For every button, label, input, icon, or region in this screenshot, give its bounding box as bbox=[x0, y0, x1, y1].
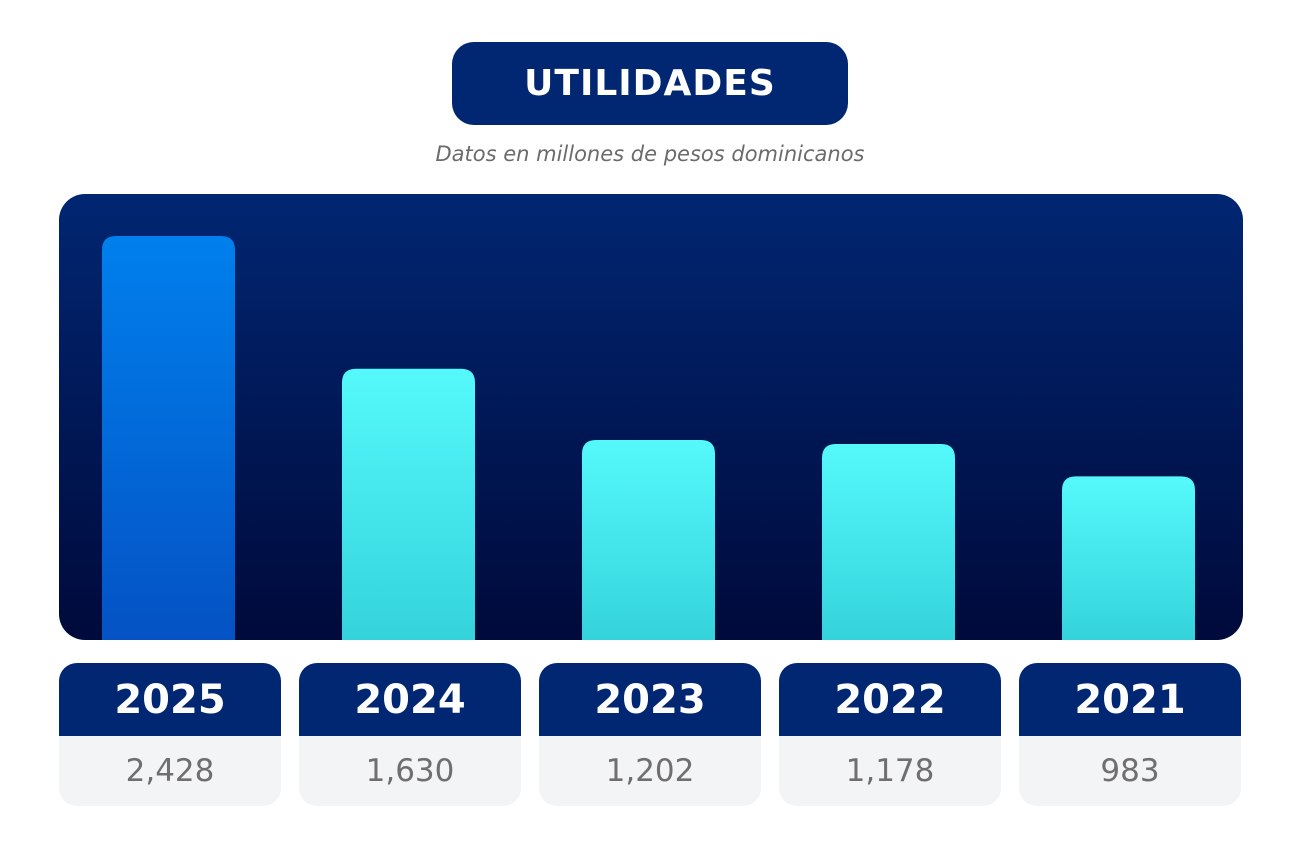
tick-label-2021: 2021 bbox=[1019, 663, 1241, 736]
tick-label-2023: 2023 bbox=[539, 663, 761, 736]
year-card-2022: 2022 1,178 bbox=[779, 663, 1001, 806]
tick-label-2022: 2022 bbox=[779, 663, 1001, 736]
data-label-2024: 1,630 bbox=[365, 753, 455, 789]
bar-2024 bbox=[342, 368, 475, 640]
year-card-2021: 2021 983 bbox=[1019, 663, 1241, 806]
data-label-2025: 2,428 bbox=[125, 753, 215, 789]
chart-title: UTILIDADES bbox=[452, 42, 848, 125]
chart-subtitle: Datos en millones de pesos dominicanos bbox=[435, 142, 865, 166]
bar-2021 bbox=[1062, 476, 1195, 640]
year-card-2024: 2024 1,630 bbox=[299, 663, 521, 806]
data-label-2022: 1,178 bbox=[845, 753, 935, 789]
tick-label-2025: 2025 bbox=[59, 663, 281, 736]
chart-panel bbox=[59, 194, 1243, 640]
bar-chart bbox=[102, 236, 1195, 640]
data-label-2023: 1,202 bbox=[605, 753, 695, 789]
tick-label-2024: 2024 bbox=[299, 663, 521, 736]
year-card-2025: 2025 2,428 bbox=[59, 663, 281, 806]
data-label-2021: 983 bbox=[1100, 753, 1160, 789]
bar-2023 bbox=[582, 439, 715, 640]
year-card-2023: 2023 1,202 bbox=[539, 663, 761, 806]
bar-2022 bbox=[822, 443, 955, 640]
bar-2025 bbox=[102, 236, 235, 640]
